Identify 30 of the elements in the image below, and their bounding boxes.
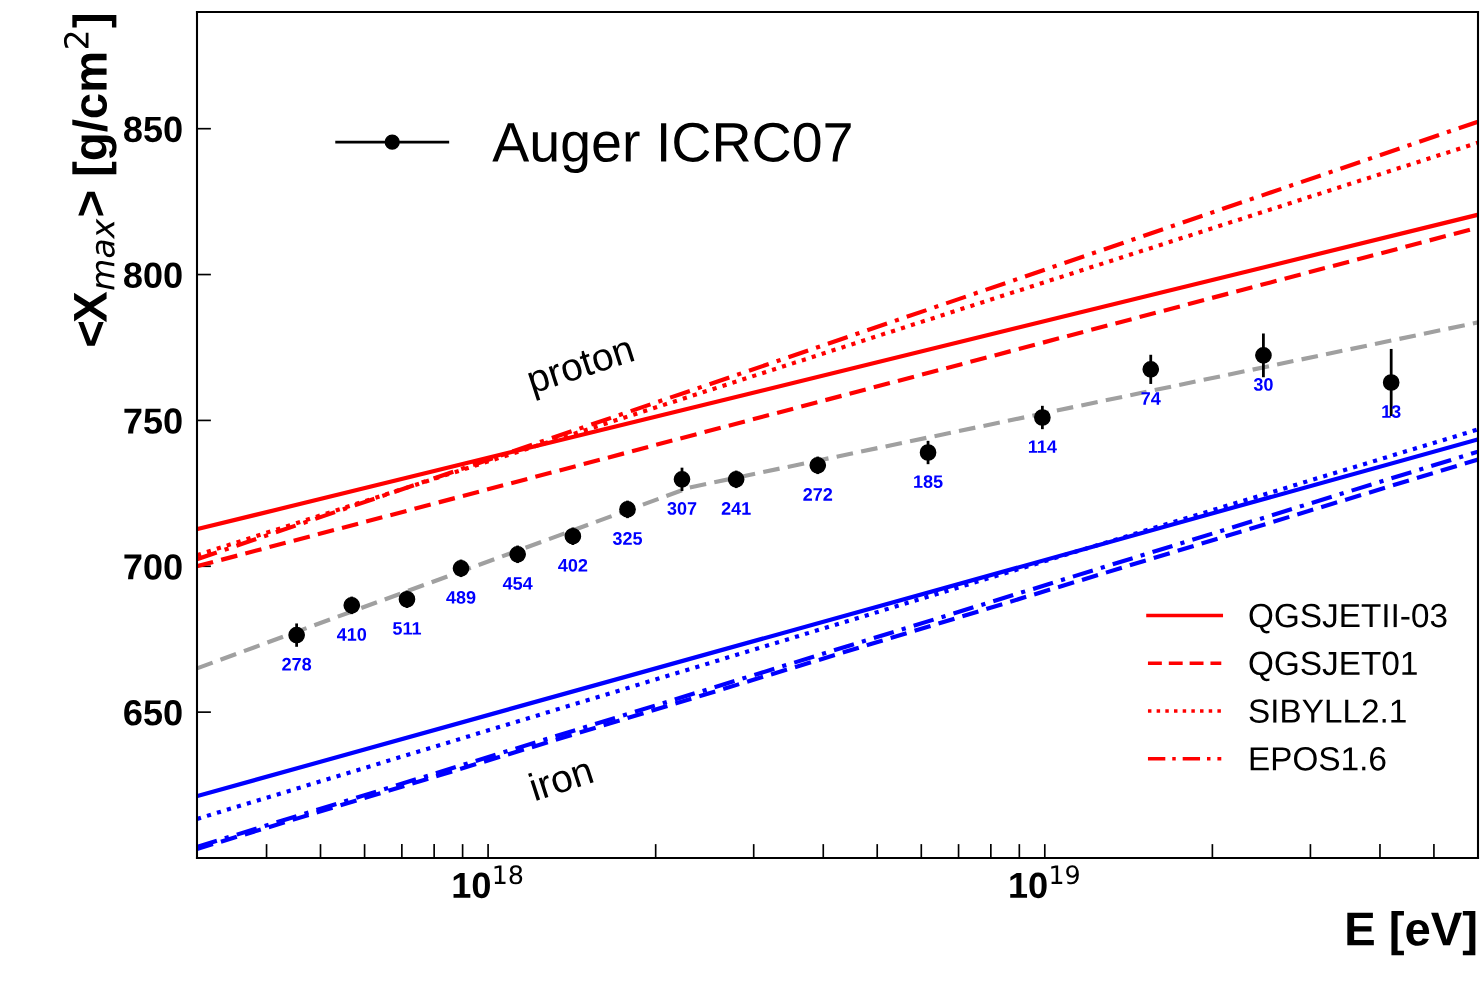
y-tick-label: 700 [124, 554, 182, 580]
annotation: 30 [1253, 378, 1273, 391]
x-tick-label: 10$^{19}$ [1010, 865, 1079, 899]
annotation: iron [528, 755, 594, 801]
x-axis-title: E [eV] [1347, 911, 1476, 956]
annotation: 489 [446, 591, 476, 604]
annotation: 272 [803, 488, 833, 501]
annotation: 74 [1141, 392, 1161, 405]
y-tick-label: 800 [124, 262, 182, 288]
annotation: 325 [612, 532, 643, 545]
y-tick-label: 750 [124, 408, 182, 434]
annotation: proton [526, 336, 637, 401]
y-axis-title: <X$_{max}$> [g/cm$^{2}$] [63, 15, 117, 346]
legend-label: QGSJETII-03 [1249, 603, 1447, 634]
annotation: 278 [282, 657, 312, 671]
annotation: 241 [721, 502, 751, 515]
legend-label: Auger ICRC07 [492, 122, 851, 174]
annotation: 114 [1028, 440, 1057, 453]
annotation: 185 [914, 475, 943, 488]
annotation: 402 [558, 558, 588, 572]
legend-label: QGSJET01 [1249, 651, 1417, 682]
y-tick-label: 850 [124, 116, 182, 143]
annotation: 454 [502, 577, 533, 590]
y-tick-label: 650 [124, 700, 182, 726]
annotation: 307 [667, 502, 697, 515]
annotation: 410 [336, 628, 367, 641]
annotation: 511 [392, 622, 422, 635]
x-tick-label: 10$^{18}$ [453, 865, 523, 899]
legend-label: EPOS1.6 [1250, 747, 1386, 771]
legend-label: SIBYLL2.1 [1249, 699, 1406, 723]
